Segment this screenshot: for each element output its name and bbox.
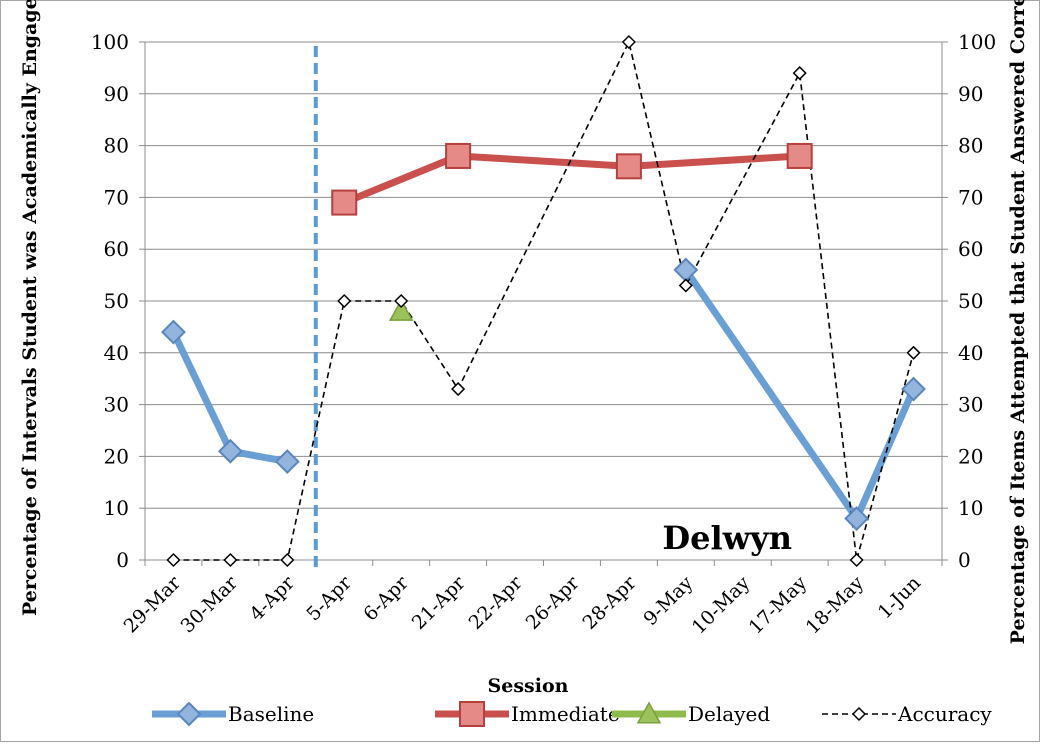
y-tick-label: 40 bbox=[104, 341, 129, 365]
y-tick-label: 80 bbox=[104, 134, 129, 158]
legend-marker-delayed bbox=[636, 701, 662, 724]
y-tick-label: 70 bbox=[104, 185, 129, 209]
y-axis-title: Percentage of Intervals Student was Acad… bbox=[19, 0, 41, 616]
marker-immediate bbox=[445, 142, 472, 169]
legend-label-immediate: Immediate bbox=[511, 702, 620, 726]
marker-immediate bbox=[786, 142, 813, 169]
y2-tick-label: 20 bbox=[958, 444, 983, 468]
y2-tick-label: 90 bbox=[958, 82, 983, 106]
legend-label-accuracy: Accuracy bbox=[897, 702, 992, 726]
y-tick-label: 60 bbox=[104, 237, 129, 261]
marker-accuracy bbox=[280, 552, 295, 568]
y-tick-label: 0 bbox=[116, 548, 129, 572]
y-tick-label: 30 bbox=[104, 393, 129, 417]
x-axis-title: Session bbox=[488, 675, 569, 697]
marker-accuracy bbox=[337, 293, 352, 309]
y2-axis-title: Percentage of Items Attempted that Stude… bbox=[1007, 0, 1029, 644]
marker-baseline bbox=[901, 376, 926, 402]
y2-tick-label: 30 bbox=[958, 393, 983, 417]
series-line-immediate bbox=[342, 152, 800, 206]
marker-accuracy bbox=[849, 552, 864, 568]
legend-label-delayed: Delayed bbox=[688, 702, 770, 726]
y2-tick-label: 60 bbox=[958, 237, 983, 261]
legend-label-baseline: Baseline bbox=[228, 702, 314, 726]
marker-accuracy bbox=[223, 552, 238, 568]
y-tick-label: 10 bbox=[104, 496, 129, 520]
marker-baseline bbox=[217, 438, 243, 464]
y2-tick-label: 50 bbox=[958, 289, 983, 313]
marker-layer bbox=[161, 34, 926, 568]
legend-marker-baseline bbox=[176, 701, 202, 727]
y-tick-label: 50 bbox=[104, 289, 129, 313]
marker-baseline bbox=[844, 506, 870, 531]
marker-baseline bbox=[274, 449, 300, 474]
y2-tick-label: 0 bbox=[958, 548, 971, 572]
y2-tick-label: 100 bbox=[958, 30, 996, 54]
marker-accuracy bbox=[394, 293, 409, 309]
marker-accuracy bbox=[678, 278, 693, 293]
legend-marker-immediate bbox=[459, 701, 485, 727]
y2-tick-label: 40 bbox=[958, 341, 983, 365]
y-tick-label: 90 bbox=[104, 82, 129, 106]
y2-tick-label: 10 bbox=[958, 496, 983, 520]
marker-immediate bbox=[331, 189, 358, 216]
y-tick-label: 100 bbox=[91, 30, 129, 54]
y2-tick-label: 70 bbox=[958, 185, 983, 209]
marker-accuracy bbox=[906, 345, 921, 360]
marker-immediate bbox=[615, 153, 642, 180]
marker-delayed bbox=[388, 298, 414, 321]
marker-accuracy bbox=[621, 34, 636, 50]
marker-accuracy bbox=[166, 552, 181, 568]
marker-baseline bbox=[161, 319, 186, 345]
legend: Baseline Immediate Delayed Accuracy bbox=[152, 701, 992, 727]
annotation-label: Delwyn bbox=[662, 519, 792, 557]
marker-accuracy bbox=[451, 381, 466, 397]
legend-marker-accuracy bbox=[851, 706, 867, 722]
y2-tick-label: 80 bbox=[958, 134, 983, 158]
y-tick-label: 20 bbox=[104, 444, 129, 468]
marker-accuracy bbox=[792, 66, 807, 81]
